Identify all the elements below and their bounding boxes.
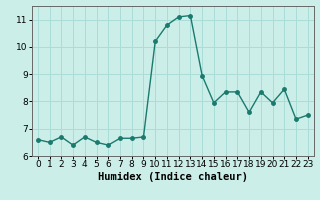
X-axis label: Humidex (Indice chaleur): Humidex (Indice chaleur)	[98, 172, 248, 182]
